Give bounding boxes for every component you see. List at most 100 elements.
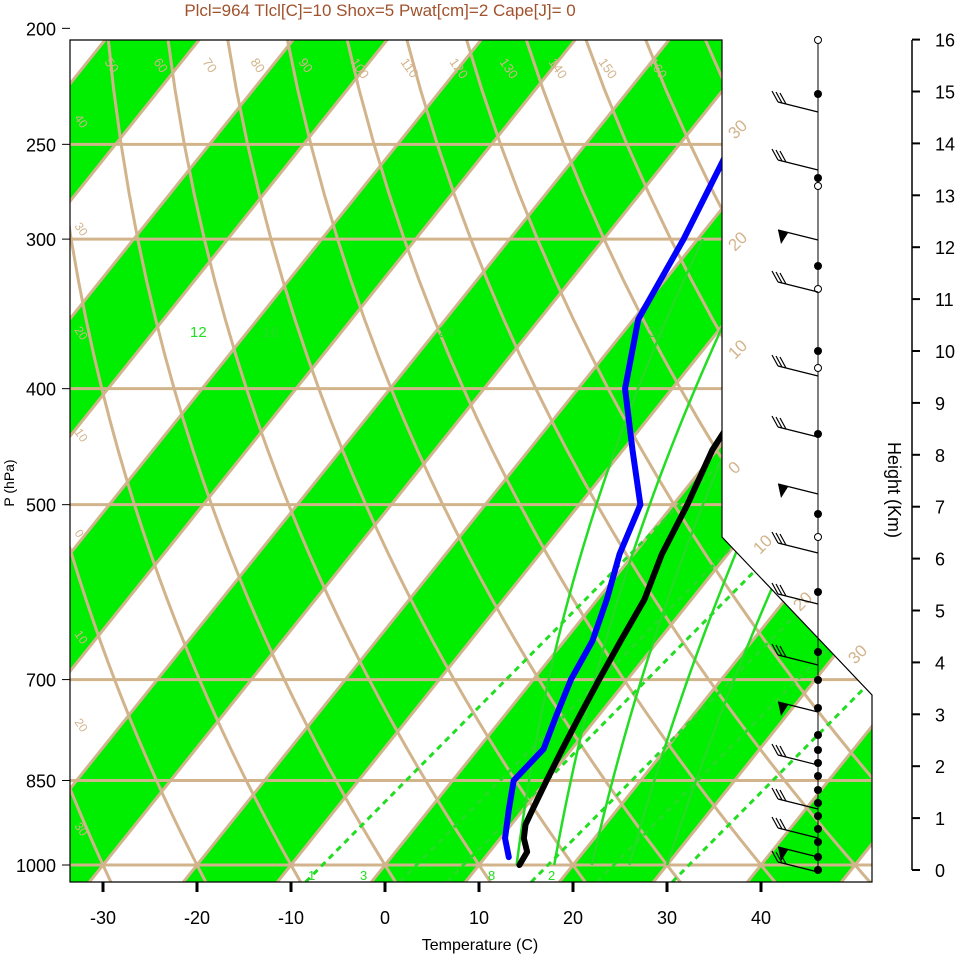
temperature-tick-label: 20 [563,908,583,928]
height-marker-open [814,533,822,541]
plot-frame [69,39,873,883]
height-tick-label: 2 [935,757,945,777]
temperature-band [70,40,795,882]
mixing-ratio-label: 32 [648,324,665,341]
temperature-tick-label: -10 [278,908,304,928]
side-label: 20 [72,716,91,735]
temperature-tick-label: 0 [380,908,390,928]
height-marker-open [814,364,822,372]
height-dot [814,704,822,712]
wind-barb-feather [775,149,783,162]
height-tick-label: 8 [935,446,945,466]
wind-barb [777,827,819,839]
height-tick-label: 3 [935,705,945,725]
height-tick-label: 5 [935,602,945,622]
dry-adiabat [297,40,784,882]
temperature-tick-label: 10 [469,908,489,928]
wind-barb-feather [775,532,783,545]
wind-barb-feather [775,744,783,757]
wind-barb-feather [779,818,787,831]
dry-adiabat [70,40,307,882]
temperature-axis: -30 -20 -10 0 10 20 30 40 [90,882,771,928]
dry-adiabat [394,40,872,882]
wind-barb [777,861,819,873]
isotherm-line [73,40,797,882]
temperature-profile [516,40,872,868]
wind-barb-feather [771,90,779,103]
wind-profile [771,36,822,874]
wind-barb [777,754,819,766]
mixing-ratio-line [445,387,872,882]
height-tick-label: 1 [935,809,945,829]
isotherm-line [731,40,872,882]
wind-barb-feather [775,583,783,596]
isotherm-line [70,40,609,882]
isotherm-label: 60 [151,55,172,75]
isotherm-line [70,40,421,882]
wind-barb-feather [771,643,779,656]
wind-barb-feather [779,789,787,802]
wind-barb-feather [771,743,779,756]
height-dot [814,588,822,596]
wind-barb [777,365,819,377]
wind-barb-feather [779,92,787,105]
wind-barb-flag [778,847,788,861]
height-tick-label: 6 [935,550,945,570]
theta-label: 30 [844,641,871,668]
temperature-band [70,40,607,882]
wind-barb-feather [771,270,779,283]
y-axis-label: P (hPa) [1,459,17,506]
temperature-band [70,40,419,882]
wind-barb [777,159,819,171]
chart-title: Plcl=964 Tlcl[C]=10 Shox=5 Pwat[cm]=2 Ca… [184,1,575,20]
wind-barb [777,593,819,605]
wind-barb-feather [775,271,783,284]
wind-barb-feather [775,644,783,657]
wind-barb-feather [775,355,783,368]
height-dot [814,648,822,656]
pressure-tick-label: 850 [26,772,56,792]
theta-label: 0 [724,458,744,478]
height-dot [814,510,822,518]
dry-adiabat [97,40,403,882]
mixing-ratio-label: 3 [360,868,367,883]
height-axis-label: Height (Km) [884,442,904,538]
wind-barb-feather [771,531,779,544]
wind-barb-feather [779,417,787,430]
pressure-axis: 1001502002503004005007008501000 [16,19,70,876]
wind-barb-feather [775,851,783,864]
height-dot [814,838,822,846]
isotherm-line [70,40,515,882]
theta-label: 10 [749,531,776,558]
wind-barb-feather [779,584,787,597]
wind-barb [777,846,819,858]
mixing-ratio-label: 1 [308,868,315,883]
isotherm-label: 70 [200,55,221,75]
temperature-tick-label: -30 [90,908,116,928]
wind-barb-feather [775,817,783,830]
temperature-band [733,40,872,882]
dry-adiabat [70,40,212,882]
theta-label: 20 [724,228,751,255]
wind-barb-feather [771,850,779,863]
pressure-tick-label: 1000 [16,856,56,876]
wind-barb-flag [778,702,788,716]
mixing-ratio-line [530,387,872,882]
height-dot [814,772,822,780]
wind-barb [777,798,819,810]
x-axis-label: Temperature (C) [422,937,538,954]
isotherm-line [70,40,233,882]
wind-barb [777,426,819,438]
pressure-tick-label: 400 [26,380,56,400]
wind-barb-feather [779,533,787,546]
height-dot [814,174,822,182]
temperature-tick-label: 30 [657,908,677,928]
wind-barb-feather [779,745,787,758]
wind-barb [777,281,819,293]
temperature-tick-label: 40 [751,908,771,928]
wind-barb-feather [775,788,783,801]
height-tick-label: 13 [935,186,955,206]
height-tick-label: 10 [935,342,955,362]
dry-adiabat [149,40,498,882]
mixing-ratio-line [398,387,872,882]
